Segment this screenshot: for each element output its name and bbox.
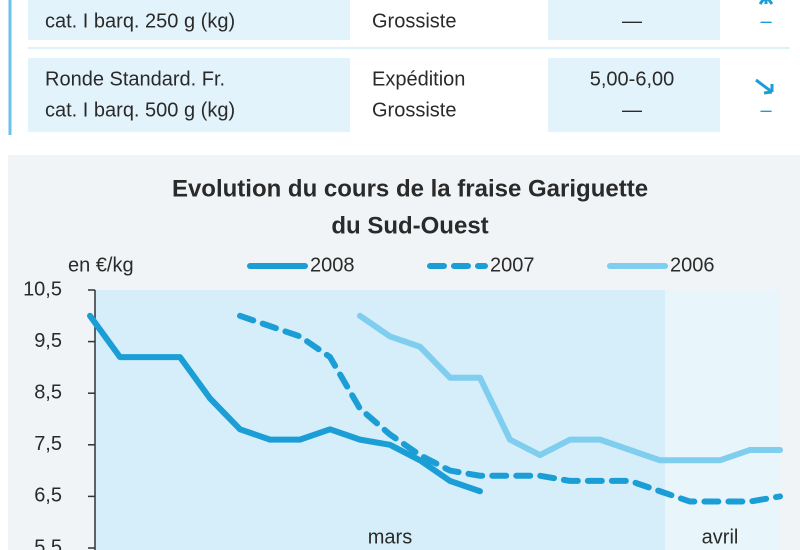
cell-bg: [548, 58, 720, 132]
legend-label: 2008: [310, 254, 355, 276]
cell-bg: [548, 0, 720, 40]
cell-bg: [28, 0, 350, 40]
y-tick-label: 7,5: [34, 433, 62, 455]
market-cell: Grossiste: [372, 10, 456, 32]
cell-bg: [28, 58, 350, 132]
trend-cell: –: [760, 99, 772, 121]
trend-cell: –: [760, 10, 772, 32]
chart-title: du Sud-Ouest: [331, 212, 488, 239]
plot-bg: [95, 290, 665, 550]
y-tick-label: 9,5: [34, 330, 62, 352]
market-cell: Expédition: [372, 68, 465, 90]
trend-arrow-up: [758, 0, 774, 5]
series-line: [357, 312, 783, 464]
x-tick-label: mars: [368, 526, 412, 548]
series-line: [87, 312, 483, 495]
y-tick-label: 10,5: [23, 278, 62, 300]
price-cell: 5,00-6,00: [590, 68, 675, 90]
product-cell: cat. I barq. 250 g (kg): [45, 10, 235, 32]
x-tick-label: avril: [702, 526, 739, 548]
price-cell: —: [622, 99, 642, 121]
product-cell: Ronde Standard. Fr.: [45, 68, 225, 90]
price-cell: —: [622, 10, 642, 32]
trend-arrow-down: [755, 78, 774, 95]
y-tick-label: 8,5: [34, 381, 62, 403]
plot-bg-light: [665, 290, 780, 550]
product-cell: cat. I barq. 500 g (kg): [45, 99, 235, 121]
chart-title: Evolution du cours de la fraise Gariguet…: [172, 175, 648, 202]
y-tick-label: 6,5: [34, 485, 62, 507]
legend-label: 2006: [670, 254, 715, 276]
market-cell: Grossiste: [372, 99, 456, 121]
series-line: [237, 312, 783, 505]
y-tick-label: 5,5: [34, 536, 62, 550]
legend-label: 2007: [490, 254, 535, 276]
y-axis-label: en €/kg: [68, 254, 134, 276]
